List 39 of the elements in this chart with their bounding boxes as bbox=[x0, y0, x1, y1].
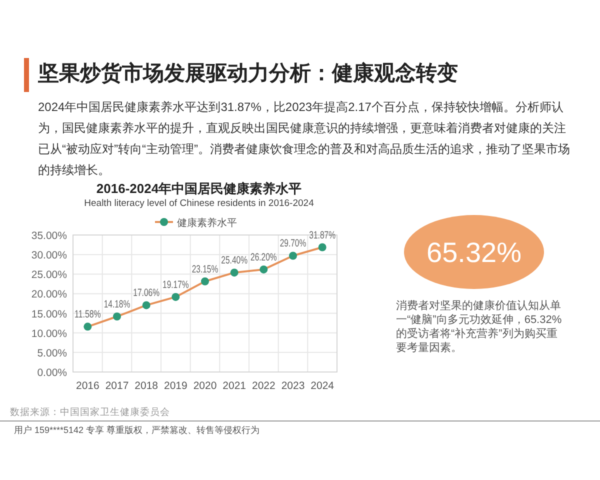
x-tick-label: 2016 bbox=[76, 380, 100, 392]
source-note: 数据来源：中国国家卫生健康委员会 bbox=[10, 406, 170, 419]
data-label: 23.15% bbox=[192, 263, 228, 276]
text: 65.32% bbox=[426, 237, 522, 268]
text: 用户 159****5142 专享 尊重版权，严禁篡改、转售等侵权行为 bbox=[14, 424, 260, 436]
text: 2024年中国居民健康素养水平达到31.87%，比2023年提高2.17个百分点，保持较快增幅。分析师认为，国民健康素养水平的提升，直观反映出国民健康意识的持续增强，更意味着消费者对健康的关注已从“被动应对”转向“主动管理”。消费者健康饮食理念的普及和对高品质生活的追求，推动了坚果市场的持续增长。 bbox=[38, 99, 570, 179]
x-tick-label: 2024 bbox=[310, 380, 334, 392]
point bbox=[230, 268, 238, 277]
point bbox=[201, 277, 209, 286]
point bbox=[172, 292, 180, 301]
x-tick-label: 2019 bbox=[164, 380, 188, 392]
y-tick-label: 5.00% bbox=[37, 347, 67, 360]
y-tick-label: 35.00% bbox=[31, 230, 67, 242]
y-tick-label: 10.00% bbox=[31, 328, 67, 340]
y-tick-label: 0.00% bbox=[37, 367, 67, 379]
x-tick-label: 2020 bbox=[193, 380, 217, 392]
point bbox=[318, 243, 326, 252]
point bbox=[84, 322, 92, 331]
data-label: 11.58% bbox=[74, 308, 110, 321]
chart-subtitle: Health literacy level of Chinese residents in 2016-2024 bbox=[84, 198, 314, 209]
point bbox=[142, 301, 150, 310]
x-tick-label: 2021 bbox=[222, 380, 246, 392]
y-tick-label: 15.00% bbox=[31, 308, 67, 320]
text: 坚果炒货市场发展驱动力分析：健康观念转变 bbox=[38, 60, 458, 87]
x-tick-label: 2018 bbox=[134, 380, 158, 392]
legend-label: 健康素养水平 bbox=[177, 217, 237, 229]
point bbox=[260, 265, 268, 274]
y-tick-label: 25.00% bbox=[31, 269, 67, 282]
x-tick-label: 2017 bbox=[105, 380, 129, 392]
chart-title: 2016-2024年中国居民健康素养水平 bbox=[96, 181, 302, 196]
y-tick-label: 30.00% bbox=[31, 250, 67, 262]
point bbox=[289, 252, 297, 260]
y-tick-label: 20.00% bbox=[31, 288, 67, 301]
data-label: 14.18% bbox=[104, 298, 140, 310]
data-label: 26.20% bbox=[250, 251, 286, 264]
x-tick-label: 2022 bbox=[252, 380, 276, 392]
text: 消费者对坚果的健康价值认知从单一“健脑”向多元功效延伸，65.32%的受访者将“补充营养”列为购买重要考量因素。 bbox=[396, 299, 563, 355]
x-tick-label: 2023 bbox=[281, 380, 305, 392]
point bbox=[113, 312, 121, 320]
